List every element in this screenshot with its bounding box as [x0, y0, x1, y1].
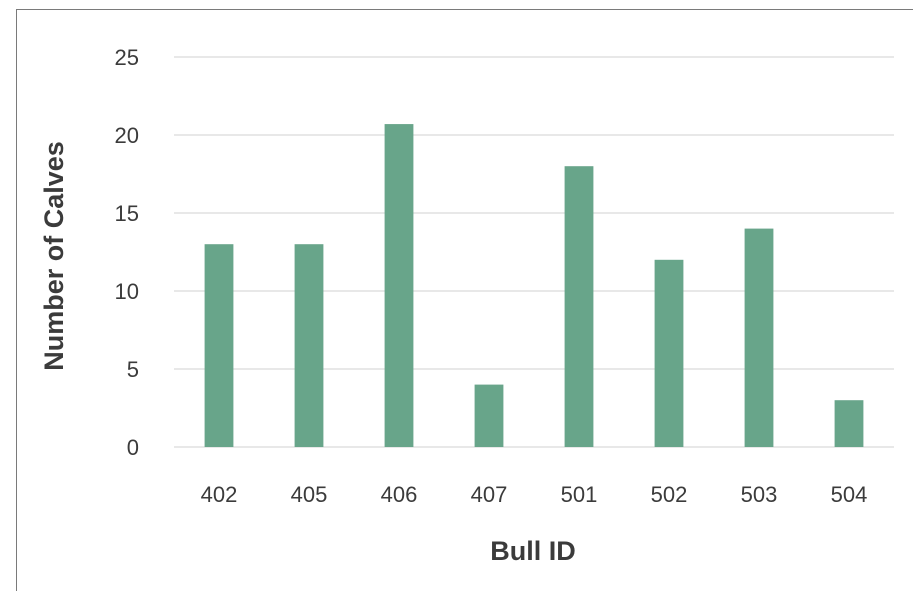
y-tick-label: 0 [127, 435, 139, 460]
y-tick-label: 25 [115, 45, 139, 70]
y-tick-label: 20 [115, 123, 139, 148]
bar-502 [654, 259, 684, 447]
bar-402 [204, 244, 234, 447]
x-tick-label: 407 [471, 482, 508, 507]
y-tick-label: 10 [115, 279, 139, 304]
x-tick-label: 503 [741, 482, 778, 507]
bar-407 [474, 384, 504, 447]
gridlines [174, 56, 894, 448]
y-tick-label: 5 [127, 357, 139, 382]
y-tick-labels: 0 5 10 15 20 25 [115, 45, 139, 460]
x-tick-label: 405 [291, 482, 328, 507]
bar-501 [564, 166, 594, 447]
bar-405 [294, 244, 324, 447]
bar-406 [384, 124, 414, 447]
bar-504 [834, 400, 864, 447]
y-tick-label: 15 [115, 201, 139, 226]
y-axis-title: Number of Calves [39, 141, 69, 371]
x-tick-label: 502 [651, 482, 688, 507]
bar-503 [744, 228, 774, 447]
bars [204, 124, 864, 447]
x-axis-title: Bull ID [490, 536, 576, 566]
bar-chart: 0 5 10 15 20 25 402 405 406 407 501 502 503 504 Numb… [39, 45, 894, 566]
x-tick-label: 402 [201, 482, 238, 507]
x-tick-label: 501 [561, 482, 598, 507]
x-tick-label: 406 [381, 482, 418, 507]
x-tick-label: 504 [831, 482, 868, 507]
chart-frame: 0 5 10 15 20 25 402 405 406 407 501 502 503 504 Numb… [16, 9, 913, 591]
x-tick-labels: 402 405 406 407 501 502 503 504 [201, 482, 868, 507]
